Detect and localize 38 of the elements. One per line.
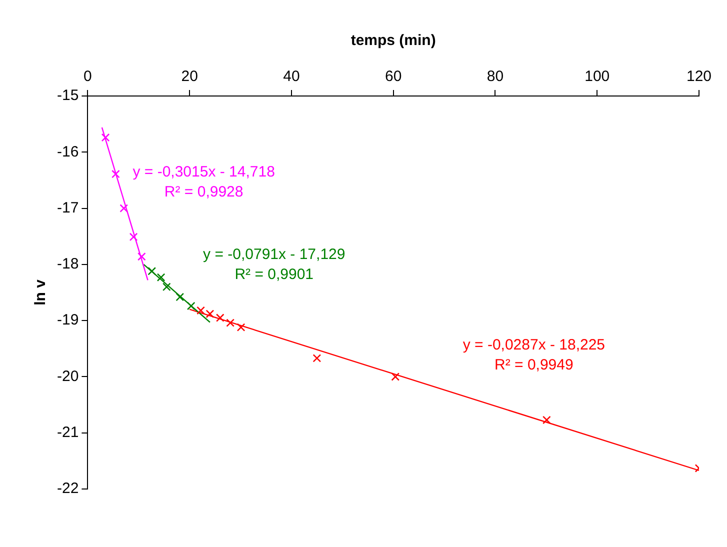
y-tick-label: -20 xyxy=(56,368,79,385)
point xyxy=(148,266,156,276)
y-tick-label: -19 xyxy=(56,312,79,329)
x-tick-label: 0 xyxy=(84,68,92,86)
y-tick-label: -17 xyxy=(56,199,79,216)
x-tick-label: 80 xyxy=(486,68,504,86)
annotation: y = -0,0791x - 17,129 R² = 0,9901 xyxy=(203,246,346,284)
point xyxy=(137,252,146,261)
point xyxy=(156,273,166,282)
x-tick-label: 20 xyxy=(181,68,198,86)
point xyxy=(101,133,110,142)
point xyxy=(542,416,551,424)
point xyxy=(162,282,171,292)
point xyxy=(226,318,235,328)
y-axis-title: ln v xyxy=(32,278,50,306)
point xyxy=(196,306,205,315)
annotation: y = -0,0287x - 18,225 R² = 0,9949 xyxy=(462,336,606,374)
y-tick-label: -15 xyxy=(56,87,79,104)
y-tick-label: -18 xyxy=(56,256,79,273)
y-tick-label: -21 xyxy=(56,424,79,441)
x-tick-label: 100 xyxy=(584,68,610,86)
point xyxy=(312,354,322,362)
y-tick-label: -22 xyxy=(56,480,79,498)
x-axis-title: temps (min) xyxy=(350,32,436,50)
point xyxy=(176,292,184,302)
x-tick-label: 120 xyxy=(686,68,712,86)
x-tick-label: 60 xyxy=(384,68,402,86)
point xyxy=(216,314,224,322)
point xyxy=(112,170,120,178)
point xyxy=(236,323,246,332)
point xyxy=(206,310,214,318)
point xyxy=(186,302,196,310)
x-tick-label: 40 xyxy=(283,68,300,86)
point xyxy=(391,372,400,381)
point xyxy=(129,232,138,242)
point xyxy=(120,204,128,212)
y-tick-label: -16 xyxy=(56,143,79,160)
annotation: y = -0,3015x - 14,718 R² = 0,9928 xyxy=(132,164,275,201)
